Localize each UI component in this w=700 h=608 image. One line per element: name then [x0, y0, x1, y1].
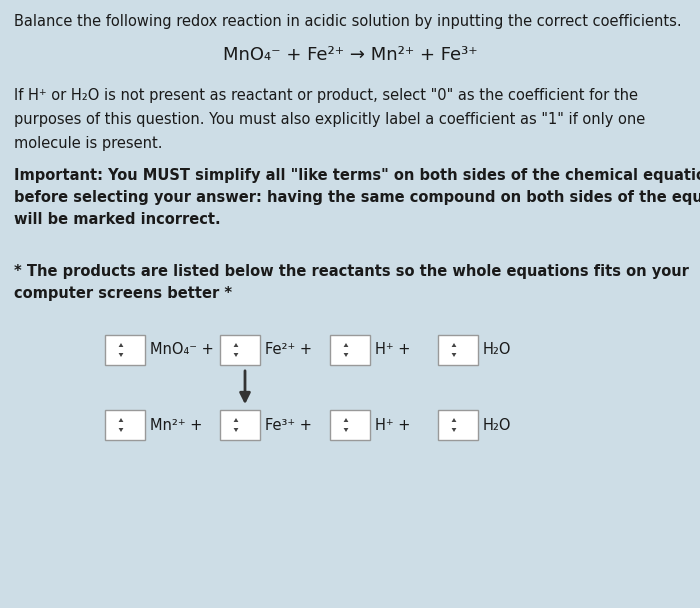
Text: Balance the following redox reaction in acidic solution by inputting the correct: Balance the following redox reaction in … — [14, 14, 682, 29]
Text: H⁺ +: H⁺ + — [375, 342, 410, 358]
Polygon shape — [344, 428, 349, 432]
Polygon shape — [118, 343, 123, 347]
Polygon shape — [234, 428, 239, 432]
Bar — [220, 335, 260, 365]
Bar — [330, 410, 370, 440]
Text: Important: You MUST simplify all "like terms" on both sides of the chemical equa: Important: You MUST simplify all "like t… — [14, 168, 700, 183]
Text: H₂O: H₂O — [483, 342, 512, 358]
Text: Fe³⁺ +: Fe³⁺ + — [265, 418, 312, 432]
Polygon shape — [234, 343, 239, 347]
Text: Fe²⁺ +: Fe²⁺ + — [265, 342, 312, 358]
Text: computer screens better *: computer screens better * — [14, 286, 232, 301]
Polygon shape — [452, 343, 456, 347]
Text: before selecting your answer: having the same compound on both sides of the equa: before selecting your answer: having the… — [14, 190, 700, 205]
Text: molecule is present.: molecule is present. — [14, 136, 162, 151]
Text: will be marked incorrect.: will be marked incorrect. — [14, 212, 220, 227]
Text: H₂O: H₂O — [483, 418, 512, 432]
Text: If H⁺ or H₂O is not present as reactant or product, select "0" as the coefficien: If H⁺ or H₂O is not present as reactant … — [14, 88, 638, 103]
Text: purposes of this question. You must also explicitly label a coefficient as "1" i: purposes of this question. You must also… — [14, 112, 645, 127]
Bar — [105, 335, 145, 365]
Bar — [438, 335, 478, 365]
Text: H⁺ +: H⁺ + — [375, 418, 410, 432]
Polygon shape — [344, 418, 349, 422]
Polygon shape — [234, 418, 239, 422]
Text: MnO₄⁻ + Fe²⁺ → Mn²⁺ + Fe³⁺: MnO₄⁻ + Fe²⁺ → Mn²⁺ + Fe³⁺ — [223, 46, 477, 64]
Bar — [105, 410, 145, 440]
Polygon shape — [118, 418, 123, 422]
Polygon shape — [452, 353, 456, 357]
Polygon shape — [118, 428, 123, 432]
Polygon shape — [344, 343, 349, 347]
Bar — [220, 410, 260, 440]
Polygon shape — [234, 353, 239, 357]
Bar — [438, 410, 478, 440]
Polygon shape — [452, 428, 456, 432]
Text: Mn²⁺ +: Mn²⁺ + — [150, 418, 202, 432]
Polygon shape — [118, 353, 123, 357]
Polygon shape — [344, 353, 349, 357]
Text: MnO₄⁻ +: MnO₄⁻ + — [150, 342, 213, 358]
Text: * The products are listed below the reactants so the whole equations fits on you: * The products are listed below the reac… — [14, 264, 689, 279]
Bar — [330, 335, 370, 365]
Polygon shape — [452, 418, 456, 422]
